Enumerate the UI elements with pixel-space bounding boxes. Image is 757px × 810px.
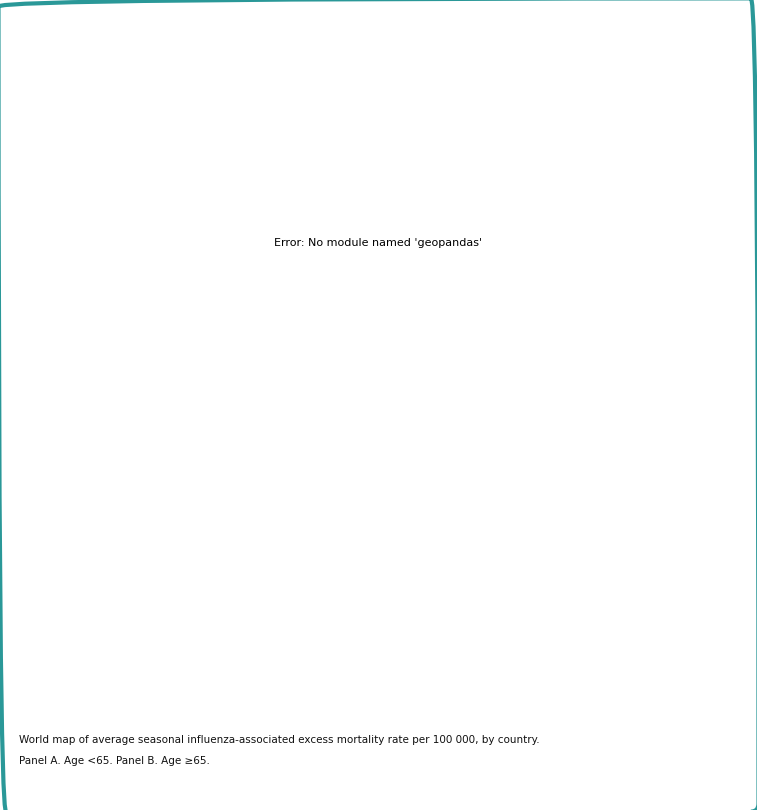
Text: Panel A. Age <65. Panel B. Age ≥65.: Panel A. Age <65. Panel B. Age ≥65. bbox=[19, 756, 210, 765]
Text: World map of average seasonal influenza-associated excess mortality rate per 100: World map of average seasonal influenza-… bbox=[19, 735, 540, 744]
Text: Error: No module named 'geopandas': Error: No module named 'geopandas' bbox=[275, 238, 482, 248]
